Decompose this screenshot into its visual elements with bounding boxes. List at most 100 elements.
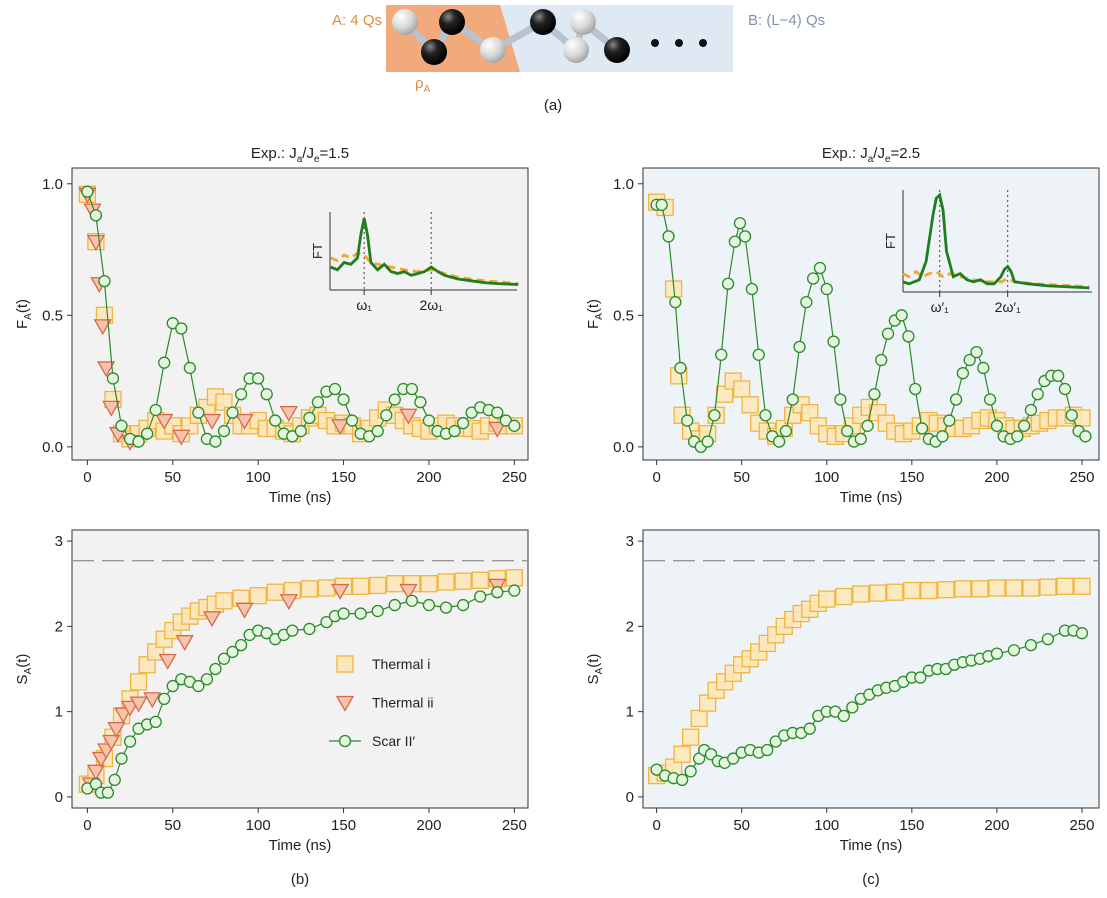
circle-marker bbox=[380, 409, 393, 422]
x-tick-label: 100 bbox=[814, 469, 839, 486]
circle-marker bbox=[662, 230, 675, 243]
circle-marker bbox=[286, 624, 299, 637]
circle-marker bbox=[902, 330, 915, 343]
qubit bbox=[530, 9, 556, 35]
circle-marker bbox=[303, 411, 316, 425]
y-tick-label: 1.0 bbox=[42, 176, 63, 193]
circle-marker bbox=[260, 388, 273, 401]
circle-marker bbox=[456, 417, 470, 430]
circle-marker bbox=[226, 406, 239, 419]
circle-marker bbox=[793, 340, 806, 354]
circle-marker bbox=[388, 598, 401, 612]
legend-label: Thermal ii bbox=[372, 695, 433, 711]
circle-marker bbox=[371, 604, 384, 618]
circle-marker bbox=[1017, 419, 1031, 432]
circle-marker bbox=[970, 345, 983, 359]
triangle-marker bbox=[158, 653, 177, 670]
circle-marker bbox=[914, 671, 927, 684]
qubit bbox=[563, 37, 589, 63]
x-tick-label: 2ω′₁ bbox=[995, 299, 1021, 315]
panel-label: (b) bbox=[291, 871, 309, 888]
circle-marker bbox=[311, 395, 325, 409]
ellipsis-dot bbox=[699, 39, 707, 47]
circle-marker bbox=[983, 393, 997, 406]
circle-marker bbox=[759, 409, 772, 422]
x-axis-label: Time (ns) bbox=[840, 489, 903, 506]
qubit bbox=[480, 37, 506, 63]
circle-marker bbox=[1075, 627, 1089, 640]
circle-marker bbox=[89, 209, 103, 222]
legend-marker bbox=[336, 655, 354, 673]
circle-marker bbox=[226, 645, 239, 659]
y-tick-label: 1 bbox=[626, 704, 634, 721]
square-marker bbox=[988, 579, 1006, 597]
y-tick-label: 0.0 bbox=[613, 439, 634, 456]
y-axis-label-part: A bbox=[23, 667, 34, 674]
square-marker bbox=[835, 587, 853, 606]
y-tick-label: 2 bbox=[55, 618, 63, 635]
circle-marker bbox=[949, 393, 963, 406]
plot-background bbox=[642, 529, 1100, 809]
circle-marker bbox=[192, 406, 205, 419]
triangle-marker bbox=[102, 734, 121, 751]
triangle-marker bbox=[488, 421, 507, 438]
circle-marker bbox=[123, 735, 137, 748]
circle-marker bbox=[1024, 403, 1038, 417]
circle-marker bbox=[650, 763, 663, 776]
square-marker bbox=[937, 581, 955, 599]
circle-marker bbox=[115, 419, 128, 432]
qubit bbox=[421, 39, 447, 65]
y-axis-label: FA(t) bbox=[14, 299, 34, 329]
triangle-marker bbox=[129, 696, 148, 713]
circle-marker bbox=[294, 424, 308, 438]
circle-marker bbox=[405, 594, 419, 607]
circle-marker bbox=[158, 692, 171, 705]
square-marker bbox=[386, 575, 404, 593]
y-tick-label: 1.0 bbox=[613, 176, 634, 193]
circle-marker bbox=[684, 765, 697, 778]
circle-marker bbox=[963, 353, 976, 367]
ellipsis-dot bbox=[675, 39, 683, 47]
circle-marker bbox=[115, 752, 128, 765]
y-axis-label-part: (t) bbox=[14, 299, 31, 313]
x-tick-label: 0 bbox=[83, 469, 91, 486]
circle-marker bbox=[320, 615, 333, 629]
circle-marker bbox=[388, 393, 401, 406]
square-marker bbox=[215, 592, 233, 610]
circle-marker bbox=[909, 382, 922, 396]
triangle-marker bbox=[399, 583, 418, 600]
triangle-marker bbox=[279, 594, 299, 611]
circle-marker bbox=[508, 584, 521, 597]
circle-marker bbox=[132, 435, 145, 448]
circle-marker bbox=[915, 422, 929, 435]
circle-marker bbox=[674, 361, 687, 375]
plot-background bbox=[71, 167, 529, 461]
y-axis-label-part: A bbox=[594, 313, 605, 320]
triangle-marker bbox=[235, 413, 254, 430]
x-tick-label: 100 bbox=[814, 817, 839, 834]
y-axis-label-part: A bbox=[23, 313, 34, 320]
series-line bbox=[902, 192, 1090, 290]
x-tick-label: 50 bbox=[164, 469, 181, 486]
circle-marker bbox=[456, 598, 470, 612]
square-marker bbox=[818, 590, 836, 608]
circle-marker bbox=[234, 388, 248, 401]
square-marker bbox=[249, 587, 267, 605]
x-tick-label: 50 bbox=[733, 817, 750, 834]
chart-title-part: /J bbox=[302, 145, 314, 162]
y-axis-label-part: S bbox=[585, 674, 602, 684]
y-axis-label: FT bbox=[883, 233, 898, 249]
circle-marker bbox=[772, 435, 786, 448]
circle-marker bbox=[209, 662, 222, 676]
y-axis-label: FA(t) bbox=[585, 299, 605, 329]
square-marker bbox=[954, 580, 972, 598]
square-marker bbox=[1056, 577, 1074, 595]
circle-marker bbox=[936, 430, 949, 443]
x-tick-label: 150 bbox=[899, 817, 924, 834]
triangle-marker bbox=[155, 413, 174, 430]
circle-marker bbox=[474, 590, 487, 603]
circle-marker bbox=[234, 638, 248, 652]
triangle-marker bbox=[172, 429, 191, 446]
x-tick-label: 250 bbox=[1069, 469, 1094, 486]
